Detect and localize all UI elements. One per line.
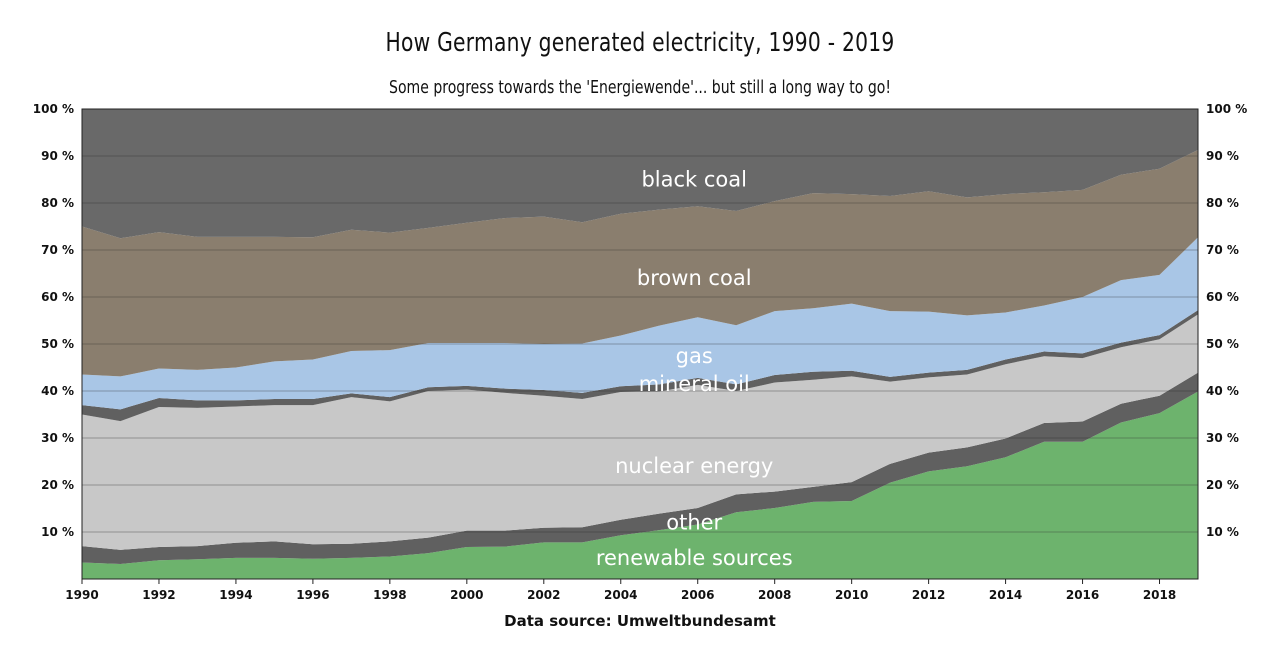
x-axis: 1990 1992 1994 1996 1998 2000 2002 2004 2006 2008… (65, 579, 1176, 602)
x-tick-label: 1996 (296, 588, 329, 602)
y-tick-label-right: 40 % (1206, 384, 1239, 398)
area-black-coal (82, 109, 1198, 239)
x-tick-label: 2000 (450, 588, 483, 602)
y-tick-label-right: 10 % (1206, 525, 1239, 539)
series-labels: black coal brown coal gas mineral oil nuclea… (596, 168, 793, 570)
x-tick-label: 2014 (989, 588, 1022, 602)
y-tick-label-right: 100 % (1206, 102, 1247, 116)
y-tick-label-left: 20 % (41, 478, 74, 492)
y-tick-label-left: 60 % (41, 290, 74, 304)
plot-frame (81, 108, 1199, 580)
area-gas (82, 237, 1198, 410)
y-tick-label-right: 50 % (1206, 337, 1239, 351)
y-axis-left: 10 % 20 % 30 % 40 % 50 % 60 % 70 % 80 % 90 % 100 … (33, 102, 74, 539)
y-tick-label-right: 60 % (1206, 290, 1239, 304)
x-tick-label: 2008 (758, 588, 791, 602)
chart-subtitle: Some progress towards the 'Energiewende'… (389, 77, 891, 98)
area-other (82, 372, 1198, 564)
x-tick-label: 1990 (65, 588, 98, 602)
y-tick-label-left: 10 % (41, 525, 74, 539)
series-label-brown-coal: brown coal (637, 266, 752, 290)
area-renewable-sources (82, 391, 1198, 579)
x-tick-label: 2016 (1066, 588, 1099, 602)
x-tick-label: 1994 (219, 588, 252, 602)
y-tick-label-right: 20 % (1206, 478, 1239, 492)
x-tick-label: 2018 (1143, 588, 1176, 602)
series-label-other: other (666, 511, 722, 535)
y-tick-label-left: 40 % (41, 384, 74, 398)
area-layer (82, 109, 1198, 579)
area-nuclear-energy (82, 314, 1198, 550)
area-brown-coal (82, 149, 1198, 377)
plot-border (81, 108, 1199, 580)
y-tick-label-right: 30 % (1206, 431, 1239, 445)
y-tick-label-left: 50 % (41, 337, 74, 351)
y-tick-label-left: 70 % (41, 243, 74, 257)
y-tick-label-right: 70 % (1206, 243, 1239, 257)
y-tick-label-left: 80 % (41, 196, 74, 210)
data-source: Data source: Umweltbundesamt (504, 612, 776, 630)
x-tick-label: 2002 (527, 588, 560, 602)
series-label-mineral-oil: mineral oil (639, 372, 750, 396)
x-tick-label: 2012 (912, 588, 945, 602)
x-tick-label: 2010 (835, 588, 868, 602)
y-axis-right: 10 % 20 % 30 % 40 % 50 % 60 % 70 % 80 % 90 % 100 … (1206, 102, 1247, 539)
y-tick-label-left: 30 % (41, 431, 74, 445)
series-label-black-coal: black coal (641, 168, 747, 192)
series-label-nuclear-energy: nuclear energy (615, 454, 773, 478)
y-tick-label-left: 90 % (41, 149, 74, 163)
series-label-renewable-sources: renewable sources (596, 546, 793, 570)
x-tick-label: 2006 (681, 588, 714, 602)
chart-title: How Germany generated electricity, 1990 … (385, 28, 895, 58)
y-tick-label-right: 90 % (1206, 149, 1239, 163)
y-tick-label-right: 80 % (1206, 196, 1239, 210)
series-label-gas: gas (676, 344, 713, 368)
y-tick-label-left: 100 % (33, 102, 74, 116)
x-tick-label: 2004 (604, 588, 637, 602)
x-tick-label: 1998 (373, 588, 406, 602)
x-tick-label: 1992 (142, 588, 175, 602)
